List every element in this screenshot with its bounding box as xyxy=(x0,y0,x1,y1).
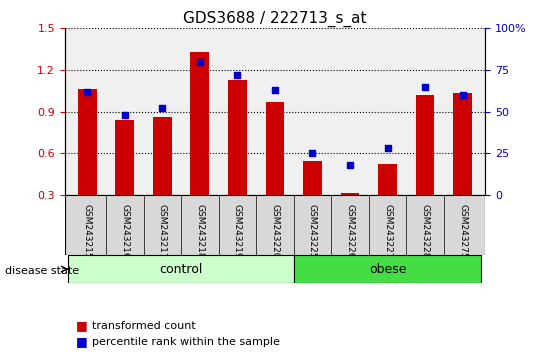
Bar xyxy=(190,52,209,195)
Point xyxy=(383,145,392,151)
Text: percentile rank within the sample: percentile rank within the sample xyxy=(92,337,280,347)
Bar xyxy=(453,93,472,195)
Point xyxy=(458,92,467,98)
Text: GSM243219: GSM243219 xyxy=(233,204,242,258)
Bar xyxy=(78,89,96,195)
Point xyxy=(233,72,241,78)
Bar xyxy=(153,117,171,195)
Text: GSM243225: GSM243225 xyxy=(308,204,317,258)
Point xyxy=(83,89,92,95)
Text: GSM243216: GSM243216 xyxy=(120,204,129,258)
Point xyxy=(421,84,430,89)
Title: GDS3688 / 222713_s_at: GDS3688 / 222713_s_at xyxy=(183,11,367,27)
Bar xyxy=(378,164,397,195)
Text: GSM243215: GSM243215 xyxy=(82,204,92,258)
FancyBboxPatch shape xyxy=(68,255,294,283)
Bar xyxy=(416,95,434,195)
FancyBboxPatch shape xyxy=(65,195,485,255)
Text: GSM243228: GSM243228 xyxy=(420,204,430,258)
Point xyxy=(345,162,354,167)
Text: ■: ■ xyxy=(75,335,87,348)
Text: disease state: disease state xyxy=(5,266,80,276)
Text: GSM243217: GSM243217 xyxy=(158,204,167,258)
Point xyxy=(308,150,317,156)
Text: GSM243218: GSM243218 xyxy=(195,204,204,258)
Bar xyxy=(228,80,247,195)
Text: obese: obese xyxy=(369,263,406,275)
Text: GSM243220: GSM243220 xyxy=(271,204,279,258)
Text: ■: ■ xyxy=(75,319,87,332)
Bar xyxy=(303,161,322,195)
Point xyxy=(271,87,279,93)
Bar xyxy=(266,102,284,195)
FancyBboxPatch shape xyxy=(294,255,481,283)
Point xyxy=(196,59,204,64)
Text: control: control xyxy=(160,263,203,275)
Text: GSM243226: GSM243226 xyxy=(345,204,355,258)
Bar xyxy=(115,120,134,195)
Text: transformed count: transformed count xyxy=(92,321,195,331)
Text: GSM243275: GSM243275 xyxy=(458,204,467,258)
Point xyxy=(120,112,129,118)
Text: GSM243227: GSM243227 xyxy=(383,204,392,258)
Bar xyxy=(341,193,360,195)
Point xyxy=(158,105,167,111)
